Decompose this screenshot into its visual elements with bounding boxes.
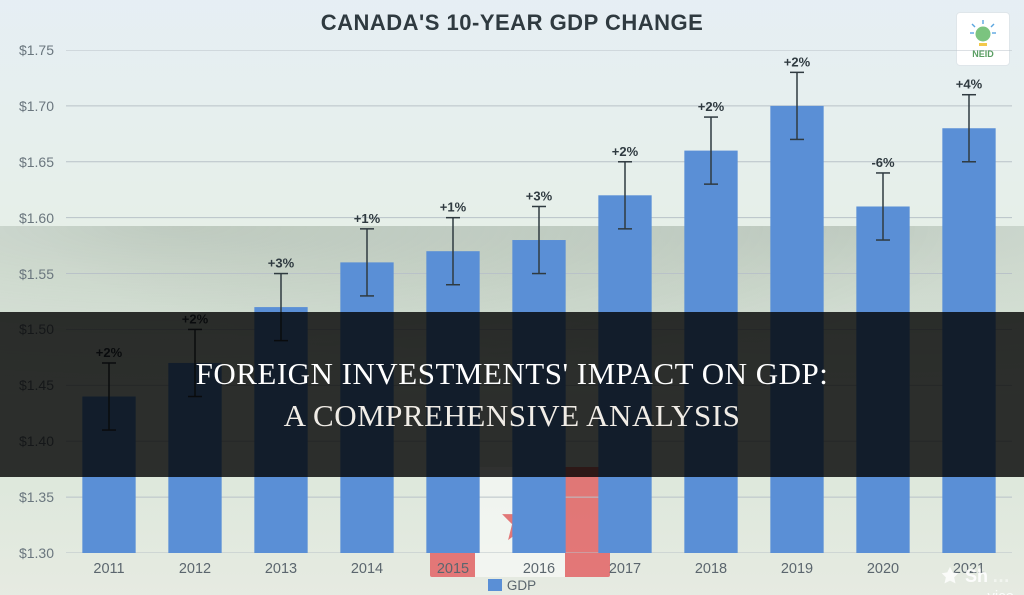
pct-change-label: +2% (784, 54, 811, 69)
watermark-text-prefix: Sh (965, 566, 988, 587)
watermark-icon (939, 565, 961, 587)
pct-change-label: +4% (956, 77, 983, 92)
legend: GDP (0, 578, 1024, 593)
x-tick-label: 2016 (523, 561, 555, 577)
y-tick-label: $1.55 (0, 266, 60, 282)
x-tick-label: 2015 (437, 561, 469, 577)
pct-change-label: +1% (440, 200, 467, 215)
pct-change-label: -6% (871, 155, 895, 170)
headline-line-2: A COMPREHENSIVE ANALYSIS (284, 398, 741, 434)
x-tick-label: 2019 (781, 561, 813, 577)
headline-line-1: FOREIGN INVESTMENTS' IMPACT ON GDP: (196, 356, 829, 392)
watermark-line2: …vice (942, 588, 1014, 595)
y-tick-label: $1.30 (0, 545, 60, 561)
chart-title: CANADA'S 10-YEAR GDP CHANGE (0, 10, 1024, 36)
x-tick-label: 2013 (265, 561, 297, 577)
y-tick-label: $1.35 (0, 489, 60, 505)
pct-change-label: +3% (526, 188, 553, 203)
x-tick-label: 2011 (93, 561, 124, 577)
x-tick-label: 2017 (609, 561, 641, 577)
x-tick-label: 2012 (179, 561, 211, 577)
legend-label: GDP (507, 578, 536, 593)
y-tick-label: $1.65 (0, 154, 60, 170)
headline-overlay: FOREIGN INVESTMENTS' IMPACT ON GDP: A CO… (0, 312, 1024, 477)
watermark: Sh… (939, 565, 1014, 587)
y-tick-label: $1.75 (0, 42, 60, 58)
x-tick-label: 2020 (867, 561, 899, 577)
legend-swatch (488, 579, 502, 591)
pct-change-label: +1% (354, 211, 381, 226)
lightbulb-icon (968, 19, 998, 49)
pct-change-label: +2% (612, 144, 639, 159)
plot-svg: +2%+2%+3%+1%+1%+3%+2%+2%+2%-6%+4% (66, 50, 1012, 553)
x-tick-label: 2014 (351, 561, 383, 577)
pct-change-label: +2% (698, 99, 725, 114)
watermark-text-suffix: vice (987, 588, 1014, 595)
figure: CANADA'S 10-YEAR GDP CHANGE NEID $1.30$1… (0, 0, 1024, 595)
x-tick-label: 2018 (695, 561, 727, 577)
pct-change-label: +3% (268, 256, 295, 271)
plot-area: +2%+2%+3%+1%+1%+3%+2%+2%+2%-6%+4% (66, 50, 1012, 553)
y-tick-label: $1.70 (0, 98, 60, 114)
y-tick-label: $1.60 (0, 210, 60, 226)
